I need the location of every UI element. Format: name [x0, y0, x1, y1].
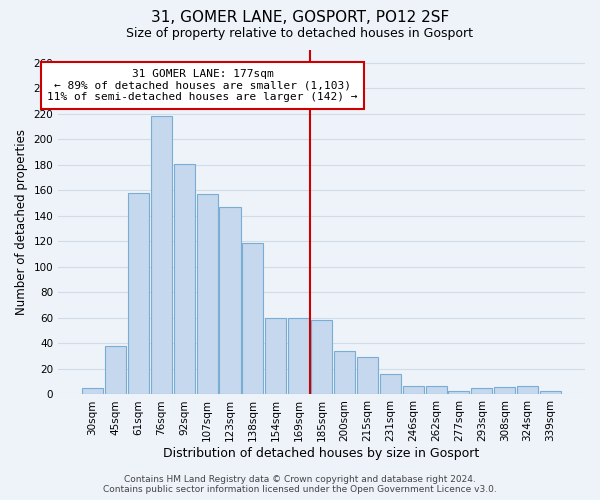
Bar	[128, 193, 149, 394]
Bar	[494, 387, 515, 394]
Bar	[448, 390, 469, 394]
Bar	[173, 164, 195, 394]
Bar	[472, 388, 493, 394]
Bar	[425, 386, 446, 394]
Bar	[540, 390, 561, 394]
Bar	[197, 194, 218, 394]
Bar	[82, 388, 103, 394]
Bar	[242, 242, 263, 394]
Bar	[380, 374, 401, 394]
Bar	[288, 318, 309, 394]
Text: 31, GOMER LANE, GOSPORT, PO12 2SF: 31, GOMER LANE, GOSPORT, PO12 2SF	[151, 10, 449, 25]
Text: Contains HM Land Registry data © Crown copyright and database right 2024.
Contai: Contains HM Land Registry data © Crown c…	[103, 474, 497, 494]
Text: Size of property relative to detached houses in Gosport: Size of property relative to detached ho…	[127, 28, 473, 40]
Bar	[220, 207, 241, 394]
X-axis label: Distribution of detached houses by size in Gosport: Distribution of detached houses by size …	[163, 447, 480, 460]
Bar	[151, 116, 172, 394]
Text: 31 GOMER LANE: 177sqm
← 89% of detached houses are smaller (1,103)
11% of semi-d: 31 GOMER LANE: 177sqm ← 89% of detached …	[47, 69, 358, 102]
Bar	[403, 386, 424, 394]
Bar	[357, 358, 378, 395]
Bar	[265, 318, 286, 394]
Bar	[105, 346, 126, 395]
Bar	[517, 386, 538, 394]
Bar	[334, 351, 355, 395]
Bar	[311, 320, 332, 394]
Y-axis label: Number of detached properties: Number of detached properties	[15, 129, 28, 315]
